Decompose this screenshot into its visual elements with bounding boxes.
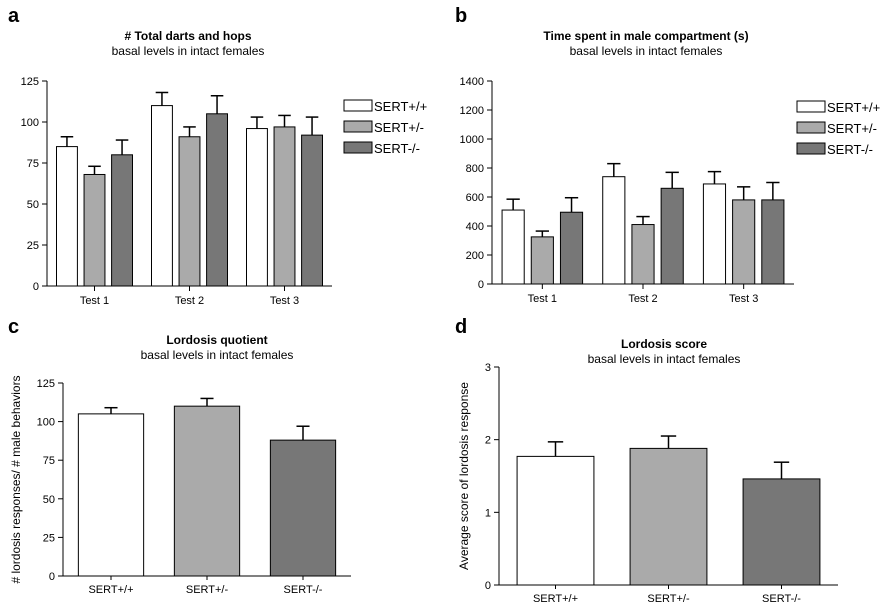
- bar: [269, 439, 337, 577]
- y-tick-label: 0: [478, 279, 484, 291]
- panel-letter: d: [455, 316, 467, 338]
- y-tick-label: 400: [466, 221, 484, 233]
- bar: [273, 126, 296, 287]
- bar: [761, 199, 785, 285]
- y-tick-label: 1: [485, 507, 491, 519]
- bar: [732, 199, 756, 285]
- x-tick-label: Test 2: [175, 295, 204, 307]
- y-tick-label: 25: [27, 240, 39, 252]
- x-tick-label: SERT-/-: [284, 584, 323, 596]
- legend-label: SERT+/+: [827, 100, 880, 115]
- y-tick-label: 50: [27, 199, 39, 211]
- chart-subtitle: basal levels in intact females: [141, 348, 294, 362]
- chart-title: # Total darts and hops: [124, 29, 251, 43]
- y-tick-label: 1200: [460, 105, 484, 117]
- y-tick-label: 125: [37, 378, 55, 390]
- bar: [77, 413, 145, 577]
- y-tick-label: 25: [43, 532, 55, 544]
- x-tick-label: Test 3: [729, 293, 758, 305]
- y-tick-label: 0: [485, 580, 491, 592]
- legend-label: SERT+/-: [374, 120, 424, 135]
- y-axis-label: # lordosis responses/ # male behaviors: [9, 375, 23, 583]
- y-tick-label: 600: [466, 192, 484, 204]
- y-tick-label: 100: [37, 417, 55, 429]
- bar: [660, 187, 684, 285]
- y-tick-label: 125: [21, 76, 39, 88]
- bar: [530, 236, 554, 285]
- bar: [178, 136, 201, 287]
- y-tick-label: 800: [466, 163, 484, 175]
- bar: [631, 224, 655, 285]
- legend-label: SERT-/-: [827, 142, 873, 157]
- legend-label: SERT+/+: [374, 99, 427, 114]
- chart-subtitle: basal levels in intact females: [112, 44, 265, 58]
- panel-letter: b: [455, 5, 467, 27]
- y-tick-label: 50: [43, 494, 55, 506]
- y-tick-label: 0: [33, 281, 39, 293]
- bar: [173, 405, 241, 577]
- bar: [702, 183, 727, 285]
- bar: [602, 176, 626, 285]
- panel-letter: c: [8, 316, 19, 338]
- bar: [111, 154, 133, 287]
- y-tick-label: 100: [21, 117, 39, 129]
- y-tick-label: 75: [27, 158, 39, 170]
- chart-subtitle: basal levels in intact females: [588, 352, 741, 366]
- x-tick-label: SERT-/-: [762, 593, 801, 605]
- chart-title: Lordosis quotient: [166, 333, 267, 347]
- x-tick-label: SERT+/+: [88, 584, 133, 596]
- x-tick-label: Test 1: [528, 293, 557, 305]
- y-tick-label: 1000: [460, 134, 484, 146]
- bar: [151, 105, 173, 287]
- legend-swatch: [343, 141, 373, 154]
- bar: [206, 113, 229, 287]
- y-tick-label: 1400: [460, 76, 484, 88]
- y-tick-label: 2: [485, 435, 491, 447]
- legend-swatch: [343, 120, 373, 133]
- x-tick-label: Test 2: [628, 293, 657, 305]
- bar: [516, 455, 595, 586]
- bar: [83, 173, 106, 287]
- legend-swatch: [796, 100, 826, 113]
- chart-title: Lordosis score: [621, 337, 707, 351]
- panel-b: b Time spent in male compartment (s)basal…: [455, 5, 880, 305]
- y-tick-label: 200: [466, 250, 484, 262]
- x-tick-label: SERT+/+: [533, 593, 578, 605]
- legend-label: SERT+/-: [827, 121, 877, 136]
- bar: [246, 128, 268, 287]
- legend-swatch: [796, 121, 826, 134]
- x-tick-label: SERT+/-: [647, 593, 690, 605]
- bar: [629, 447, 708, 586]
- x-tick-label: SERT+/-: [186, 584, 229, 596]
- legend-swatch: [796, 142, 826, 155]
- bar: [559, 211, 584, 285]
- legend-swatch: [343, 99, 373, 112]
- legend-label: SERT-/-: [374, 141, 420, 156]
- x-tick-label: Test 3: [270, 295, 299, 307]
- y-tick-label: 3: [485, 362, 491, 374]
- panel-letter: a: [8, 5, 20, 27]
- chart-subtitle: basal levels in intact females: [570, 44, 723, 58]
- x-tick-label: Test 1: [80, 295, 109, 307]
- y-tick-label: 0: [49, 571, 55, 583]
- bar: [301, 134, 324, 287]
- y-axis-label: Average score of lordosis response: [457, 382, 471, 570]
- chart-title: Time spent in male compartment (s): [543, 29, 748, 43]
- bar: [56, 146, 78, 287]
- y-tick-label: 75: [43, 455, 55, 467]
- bar: [742, 478, 821, 586]
- bar: [501, 209, 525, 285]
